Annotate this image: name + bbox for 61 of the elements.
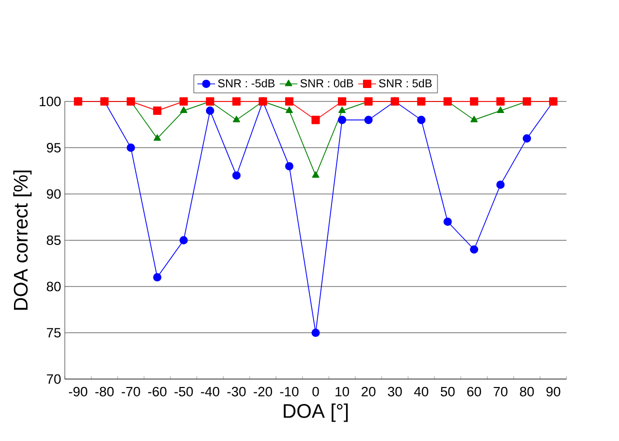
x-tick-label: 60 (467, 386, 482, 396)
legend-label: SNR : 5dB (378, 78, 432, 88)
x-tick-label: 40 (414, 386, 428, 396)
x-tick-label: 0 (312, 386, 319, 396)
x-tick-label: -10 (280, 386, 298, 396)
point (154, 134, 161, 141)
point (312, 116, 320, 124)
x-tick-label: 20 (362, 386, 376, 396)
point (180, 97, 188, 106)
point (444, 218, 452, 226)
point (180, 106, 188, 113)
y-tick-label: 80 (46, 282, 61, 292)
y-tick-label: 75 (46, 328, 61, 338)
x-tick-label: -30 (227, 386, 246, 396)
y-tick-label: 85 (46, 235, 61, 246)
point (364, 116, 373, 124)
point (312, 171, 320, 178)
y-tick-label: 100 (40, 96, 61, 106)
point (470, 116, 478, 122)
point (522, 134, 532, 143)
point (496, 106, 504, 113)
point (206, 106, 214, 115)
point (153, 106, 162, 115)
point (285, 97, 294, 106)
x-tick-label: 50 (440, 386, 455, 396)
y-tick-label: 90 (46, 189, 61, 199)
x-tick-label: 10 (336, 386, 350, 396)
x-tick-label: -40 (200, 386, 220, 396)
point (417, 116, 426, 124)
legend-label: SNR : -5dB (218, 78, 275, 88)
x-tick-label: -50 (174, 386, 193, 396)
point (470, 245, 478, 254)
x-tick-label: 80 (520, 386, 534, 396)
point (232, 116, 240, 122)
point (338, 116, 346, 124)
point (338, 97, 346, 106)
x-tick-label: -80 (95, 386, 114, 396)
point (153, 273, 162, 282)
x-tick-label: -60 (148, 386, 166, 396)
point (232, 171, 241, 180)
x-tick-label: 30 (388, 386, 402, 396)
y-tick-label: 95 (46, 142, 61, 152)
x-tick-label: 70 (494, 386, 508, 396)
point (286, 106, 293, 113)
point (338, 106, 346, 113)
point (312, 328, 320, 337)
x-tick-label: -20 (254, 386, 272, 396)
y-tick-label: 70 (46, 374, 61, 384)
point (180, 236, 188, 244)
point (496, 97, 505, 106)
y-axis-title: DOA correct [%] (13, 170, 32, 310)
legend-label: SNR : 0dB (300, 78, 354, 88)
point (126, 144, 135, 152)
x-tick-label: -70 (122, 386, 140, 396)
point (285, 162, 294, 170)
point (470, 97, 478, 106)
x-tick-label: -90 (68, 386, 88, 396)
point (496, 180, 505, 189)
x-axis-title: DOA [°] (284, 404, 348, 422)
x-tick-label: 90 (546, 386, 560, 396)
point (232, 97, 241, 106)
